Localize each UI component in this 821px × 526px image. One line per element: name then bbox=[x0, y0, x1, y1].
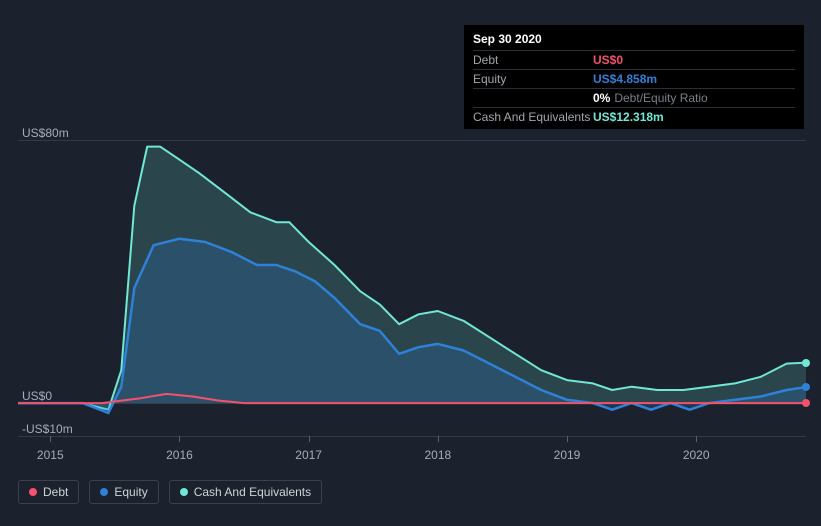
tooltip-title: Sep 30 2020 bbox=[473, 30, 795, 50]
legend-item-debt[interactable]: Debt bbox=[18, 480, 79, 504]
x-axis-label: 2015 bbox=[37, 448, 64, 462]
chart-svg bbox=[18, 140, 806, 436]
tooltip: Sep 30 2020 DebtUS$0EquityUS$4.858m0%Deb… bbox=[464, 25, 804, 129]
legend-dot-icon bbox=[29, 488, 37, 496]
gridline bbox=[18, 436, 806, 437]
tooltip-ratio-value: 0% bbox=[593, 91, 610, 105]
legend-item-equity[interactable]: Equity bbox=[89, 480, 158, 504]
tooltip-row: Cash And EquivalentsUS$12.318m bbox=[473, 107, 795, 126]
end-marker-equity bbox=[802, 383, 810, 391]
tooltip-row-value: US$4.858m bbox=[593, 72, 657, 86]
x-axis-tick bbox=[567, 436, 568, 442]
x-axis-label: 2017 bbox=[295, 448, 322, 462]
x-axis-tick bbox=[438, 436, 439, 442]
x-axis-label: 2018 bbox=[424, 448, 451, 462]
x-axis-labels: 2015 2016 2017 2018 2019 2020 bbox=[18, 448, 806, 464]
legend: Debt Equity Cash And Equivalents bbox=[18, 480, 322, 504]
tooltip-row-label bbox=[473, 91, 593, 105]
x-axis-label: 2019 bbox=[554, 448, 581, 462]
tooltip-row: DebtUS$0 bbox=[473, 50, 795, 69]
x-axis-label: 2016 bbox=[166, 448, 193, 462]
tooltip-row-label: Equity bbox=[473, 72, 593, 86]
tooltip-row: EquityUS$4.858m bbox=[473, 69, 795, 88]
tooltip-row-label: Debt bbox=[473, 53, 593, 67]
legend-item-label: Equity bbox=[114, 485, 147, 499]
tooltip-row-value: US$12.318m bbox=[593, 110, 664, 124]
tooltip-row-value: US$0 bbox=[593, 53, 623, 67]
legend-dot-icon bbox=[100, 488, 108, 496]
chart-container: Sep 30 2020 DebtUS$0EquityUS$4.858m0%Deb… bbox=[0, 0, 821, 526]
tooltip-row-label: Cash And Equivalents bbox=[473, 110, 593, 124]
x-axis-tick bbox=[696, 436, 697, 442]
y-axis-label: US$80m bbox=[22, 126, 69, 140]
legend-item-label: Debt bbox=[43, 485, 68, 499]
tooltip-ratio: 0% Debt/Equity Ratio bbox=[593, 91, 708, 105]
plot-area bbox=[18, 140, 806, 436]
legend-item-cash[interactable]: Cash And Equivalents bbox=[169, 480, 322, 504]
tooltip-row: 0% Debt/Equity Ratio bbox=[473, 88, 795, 107]
end-marker-cash bbox=[802, 359, 810, 367]
x-axis-label: 2020 bbox=[683, 448, 710, 462]
legend-item-label: Cash And Equivalents bbox=[194, 485, 311, 499]
tooltip-ratio-label: Debt/Equity Ratio bbox=[614, 91, 707, 105]
end-marker-debt bbox=[802, 399, 810, 407]
x-axis-tick bbox=[309, 436, 310, 442]
legend-dot-icon bbox=[180, 488, 188, 496]
x-axis-tick bbox=[50, 436, 51, 442]
x-axis-tick bbox=[179, 436, 180, 442]
